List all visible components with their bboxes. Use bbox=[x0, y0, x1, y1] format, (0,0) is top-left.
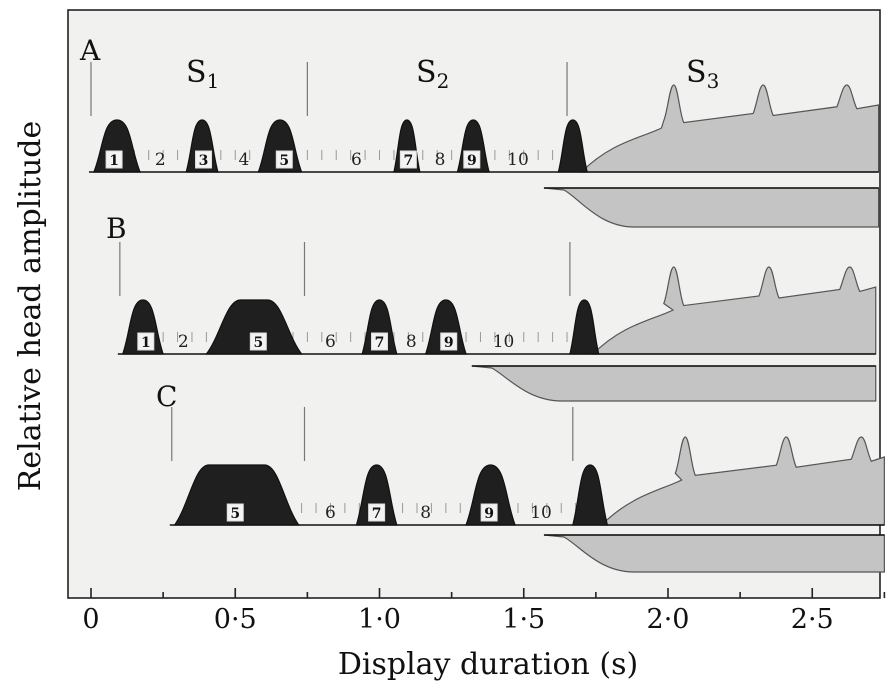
s3-response-area bbox=[591, 266, 877, 355]
sequence-label: 10 bbox=[493, 332, 515, 352]
response-band bbox=[543, 534, 885, 573]
x-axis-label: Display duration (s) bbox=[338, 647, 638, 682]
sequence-label-box bbox=[368, 503, 386, 522]
saccade-peak bbox=[355, 464, 398, 526]
panel-b: B 1 2 5 6 7 8 9 10 bbox=[106, 212, 877, 402]
sequence-label-box bbox=[249, 332, 267, 351]
sequence-label-boxed: 9 bbox=[484, 506, 494, 522]
saccade-peak bbox=[361, 299, 398, 355]
sequence-label-box bbox=[226, 503, 244, 522]
stage-label-s3: S3 bbox=[686, 55, 719, 93]
sequence-label: 8 bbox=[420, 503, 431, 523]
sequence-label-boxed: 7 bbox=[372, 506, 382, 522]
sequence-label-boxed: 1 bbox=[109, 153, 119, 169]
saccade-peak bbox=[465, 464, 516, 526]
sequence-label-boxed: 5 bbox=[279, 153, 289, 169]
s3-response-area bbox=[580, 84, 880, 173]
stage-label-s1: S1 bbox=[186, 55, 219, 93]
panels-group: A 1 2 3 4 5 6 7 8 9 10 B 1 2 5 6 7 8 9 10 C 5 6 7 8 9 10 bbox=[79, 34, 885, 573]
x-tick-label: 0·5 bbox=[214, 604, 257, 635]
saccade-peak bbox=[572, 464, 609, 526]
sequence-label: 8 bbox=[406, 332, 417, 352]
sequence-label: 10 bbox=[530, 503, 552, 523]
sequence-label-box bbox=[371, 332, 388, 351]
sequence-label-box bbox=[137, 332, 155, 351]
sequence-label-boxed: 7 bbox=[375, 335, 385, 351]
panel-label: A bbox=[79, 34, 101, 67]
saccade-peak bbox=[173, 464, 300, 526]
sequence-label: 6 bbox=[325, 332, 336, 352]
x-tick-label: 0 bbox=[82, 604, 99, 635]
sequence-label-box bbox=[399, 150, 417, 169]
saccade-peak bbox=[569, 299, 600, 355]
sequence-label: 4 bbox=[238, 150, 249, 170]
sequence-label-box bbox=[195, 150, 213, 169]
response-band bbox=[543, 187, 880, 228]
y-axis-label: Relative head amplitude bbox=[13, 121, 48, 491]
saccade-peak bbox=[557, 119, 588, 173]
x-tick-label: 2·0 bbox=[647, 604, 690, 635]
panel-label: B bbox=[106, 212, 127, 245]
sequence-label-boxed: 9 bbox=[444, 335, 454, 351]
sequence-label-boxed: 5 bbox=[253, 335, 263, 351]
sequence-label: 6 bbox=[325, 503, 336, 523]
sequence-label-box bbox=[275, 150, 293, 169]
x-tick-label: 1·0 bbox=[358, 604, 401, 635]
sequence-label-box bbox=[480, 503, 498, 522]
sequence-label-box bbox=[463, 150, 481, 169]
sequence-label-box bbox=[105, 150, 123, 169]
sequence-label: 10 bbox=[507, 150, 529, 170]
sequence-label: 2 bbox=[155, 150, 166, 170]
sequence-label: 6 bbox=[351, 150, 362, 170]
sequence-label-boxed: 7 bbox=[403, 153, 413, 169]
saccade-peak bbox=[93, 119, 141, 173]
stage-labels: S1 S2 S3 bbox=[186, 55, 719, 93]
saccade-peak bbox=[205, 299, 303, 355]
sequence-label-boxed: 1 bbox=[141, 335, 151, 351]
response-band bbox=[471, 365, 877, 402]
panel-c: C 5 6 7 8 9 10 bbox=[156, 380, 885, 573]
panel-a: A 1 2 3 4 5 6 7 8 9 10 bbox=[79, 34, 880, 228]
x-tick-label: 2·5 bbox=[791, 604, 834, 635]
sequence-label-box bbox=[440, 332, 458, 351]
sequence-label-boxed: 9 bbox=[467, 153, 477, 169]
sequence-label: 8 bbox=[435, 150, 446, 170]
x-axis: 0 0·5 1·0 1·5 2·0 2·5 bbox=[82, 588, 886, 635]
panel-label: C bbox=[156, 380, 177, 413]
sequence-label: 2 bbox=[178, 332, 189, 352]
x-tick-label: 1·5 bbox=[502, 604, 545, 635]
sequence-label-boxed: 3 bbox=[199, 153, 209, 169]
stage-label-s2: S2 bbox=[416, 55, 449, 93]
s3-response-area bbox=[600, 436, 885, 526]
sequence-label-boxed: 5 bbox=[230, 506, 240, 522]
